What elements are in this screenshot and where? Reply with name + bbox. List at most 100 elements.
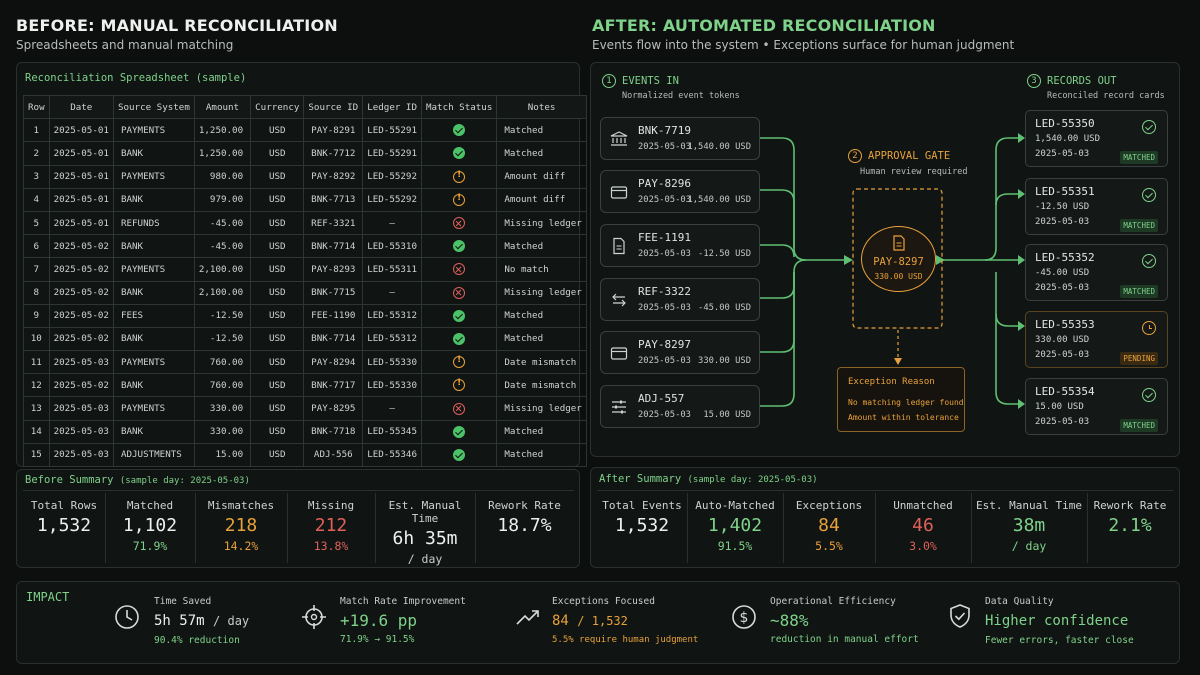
events-in-header: 1 EVENTS IN xyxy=(602,74,679,88)
record-card[interactable]: LED-55350 1,540.00 USD 2025-05-03 MATCHED xyxy=(1025,110,1168,167)
status-badge: PENDING xyxy=(1120,352,1158,365)
card-icon xyxy=(610,186,628,199)
divider xyxy=(195,493,196,563)
table-cell: 11 xyxy=(23,350,50,375)
event-token[interactable]: BNK-7719 2025-05-03 1,540.00 USD xyxy=(600,117,760,160)
table-cell: USD xyxy=(250,303,305,328)
summary-value: 1,532 xyxy=(36,515,92,536)
summary-label: Matched xyxy=(126,499,174,512)
sliders-icon xyxy=(612,400,626,414)
record-date: 2025-05-03 xyxy=(1035,417,1090,427)
table-cell: BNK-7717 xyxy=(303,373,364,398)
events-in-subtitle: Normalized event tokens xyxy=(622,91,740,101)
event-token[interactable]: FEE-1191 2025-05-03 -12.50 USD xyxy=(600,224,760,267)
table-cell: Matched xyxy=(496,442,587,468)
summary-stat: Exceptions 84 5.5% xyxy=(783,493,875,565)
event-token[interactable]: PAY-8296 2025-05-03 1,540.00 USD xyxy=(600,170,760,213)
table-cell: Missing ledger xyxy=(496,396,587,421)
step-number: 1 xyxy=(602,74,616,88)
table-cell xyxy=(420,164,498,189)
table-row[interactable]: 1 2025-05-01 PAYMENTS 1,250.00 USD PAY-8291 LE… xyxy=(23,118,587,143)
event-id: REF-3322 xyxy=(638,285,691,298)
impact-label: Exceptions Focused xyxy=(552,596,655,607)
table-row[interactable]: 7 2025-05-02 PAYMENTS 2,100.00 USD PAY-8293 LE… xyxy=(23,257,587,282)
table-row[interactable]: 6 2025-05-02 BANK -45.00 USD BNK-7714 LED-5531… xyxy=(23,234,587,259)
table-row[interactable]: 15 2025-05-03 ADJUSTMENTS 15.00 USD ADJ-556 LE… xyxy=(23,442,587,468)
table-row[interactable]: 14 2025-05-03 BANK 330.00 USD BNK-7718 LED-553… xyxy=(23,419,587,444)
event-id: ADJ-557 xyxy=(638,392,685,405)
warning-icon xyxy=(453,193,466,206)
record-card[interactable]: LED-55354 15.00 USD 2025-05-03 MATCHED xyxy=(1025,378,1168,435)
event-date: 2025-05-03 xyxy=(638,410,691,420)
table-cell: 1,250.00 xyxy=(193,141,252,166)
record-card[interactable]: LED-55352 -45.00 USD 2025-05-03 MATCHED xyxy=(1025,244,1168,301)
record-card[interactable]: LED-55353 330.00 USD 2025-05-03 PENDING xyxy=(1025,311,1168,368)
table-cell: BNK-7714 xyxy=(303,234,364,259)
summary-stat: Mismatches 218 14.2% xyxy=(195,493,287,565)
event-date: 2025-05-03 xyxy=(638,249,691,259)
table-row[interactable]: 10 2025-05-02 BANK -12.50 USD BNK-7714 LED-553… xyxy=(23,326,587,352)
summary-value: 2.1% xyxy=(1108,515,1152,536)
table-row[interactable]: 2 2025-05-01 BANK 1,250.00 USD BNK-7712 LED-55… xyxy=(23,141,587,166)
after-title: AFTER: AUTOMATED RECONCILIATION xyxy=(592,16,936,35)
summary-stat: Total Rows 1,532 xyxy=(23,493,105,565)
event-id: BNK-7719 xyxy=(638,124,691,137)
table-cell xyxy=(420,303,498,328)
table-row[interactable]: 13 2025-05-03 PAYMENTS 330.00 USD PAY-8295— Mi… xyxy=(23,396,587,421)
impact-value-suffix: / 1,532 xyxy=(577,614,628,628)
dollar-icon: $ xyxy=(732,605,756,629)
before-title: BEFORE: MANUAL RECONCILIATION xyxy=(16,16,338,35)
summary-label: Total Events xyxy=(602,499,682,512)
table-row[interactable]: 12 2025-05-02 BANK 760.00 USD BNK-7717 LED-553… xyxy=(23,373,587,398)
table-cell: PAYMENTS xyxy=(112,350,195,375)
summary-sub: 14.2% xyxy=(223,539,259,553)
exception-title: Exception Reason xyxy=(848,377,935,387)
col-header: Currency xyxy=(250,94,305,120)
summary-label: Est. Manual Time xyxy=(976,499,1082,512)
table-cell xyxy=(420,396,498,421)
event-id: PAY-8297 xyxy=(638,338,691,351)
table-cell: BANK xyxy=(112,234,195,259)
check-circle-icon xyxy=(1142,188,1156,202)
table-row[interactable]: 5 2025-05-01 REFUNDS -45.00 USD REF-3321— Miss… xyxy=(23,210,587,236)
step-number: 3 xyxy=(1027,74,1041,88)
summary-value: 1,402 xyxy=(707,515,763,536)
summary-value: 18.7% xyxy=(497,515,552,536)
impact-exceptions: Exceptions Focused 84 / 1,532 5.5% requi… xyxy=(552,596,698,645)
clock-icon xyxy=(1142,321,1156,335)
impact-sub: Fewer errors, faster close xyxy=(985,635,1134,646)
gate-token-id: PAY-8297 xyxy=(873,256,924,268)
table-row[interactable]: 3 2025-05-01 PAYMENTS 980.00 USD PAY-8292 LED-… xyxy=(23,164,587,189)
record-id: LED-55354 xyxy=(1035,385,1095,398)
table-cell: USD xyxy=(250,234,305,259)
table-cell: 330.00 xyxy=(193,396,252,421)
impact-sub: 5.5% require human judgment xyxy=(552,635,699,645)
table-cell: LED-55345 xyxy=(362,419,422,444)
table-cell: 979.00 xyxy=(193,187,252,212)
table-row[interactable]: 11 2025-05-03 PAYMENTS 760.00 USD PAY-8294 LED… xyxy=(23,350,587,375)
status-badge: MATCHED xyxy=(1120,151,1158,164)
record-amount: 15.00 USD xyxy=(1035,402,1084,412)
table-cell: 330.00 xyxy=(193,419,252,444)
record-card[interactable]: LED-55351 -12.50 USD 2025-05-03 MATCHED xyxy=(1025,178,1168,235)
table-cell: LED-55312 xyxy=(362,326,422,352)
check-icon xyxy=(453,124,466,137)
event-token[interactable]: ADJ-557 2025-05-03 15.00 USD xyxy=(600,385,760,428)
table-cell xyxy=(420,326,498,352)
summary-sub: / day xyxy=(1011,539,1047,553)
event-token[interactable]: REF-3322 2025-05-03 -45.00 USD xyxy=(600,278,760,321)
record-date: 2025-05-03 xyxy=(1035,350,1090,360)
table-row[interactable]: 8 2025-05-02 BANK 2,100.00 USD BNK-7715— Missi… xyxy=(23,280,587,305)
table-cell: PAY-8294 xyxy=(303,350,364,375)
table-cell: BNK-7712 xyxy=(303,141,364,166)
impact-match-rate: Match Rate Improvement +19.6 pp 71.9% → … xyxy=(340,596,466,645)
event-token[interactable]: PAY-8297 2025-05-03 330.00 USD xyxy=(600,331,760,374)
divider xyxy=(687,493,688,563)
gate-token[interactable]: PAY-8297 330.00 USD xyxy=(861,226,936,292)
col-header: Match Status xyxy=(420,94,498,120)
table-row[interactable]: 4 2025-05-01 BANK 979.00 USD BNK-7713 LED-5529… xyxy=(23,187,587,212)
table-cell: USD xyxy=(250,442,305,468)
check-icon xyxy=(453,448,466,461)
approval-gate-subtitle: Human review required xyxy=(860,167,968,177)
step-number: 2 xyxy=(848,149,862,163)
